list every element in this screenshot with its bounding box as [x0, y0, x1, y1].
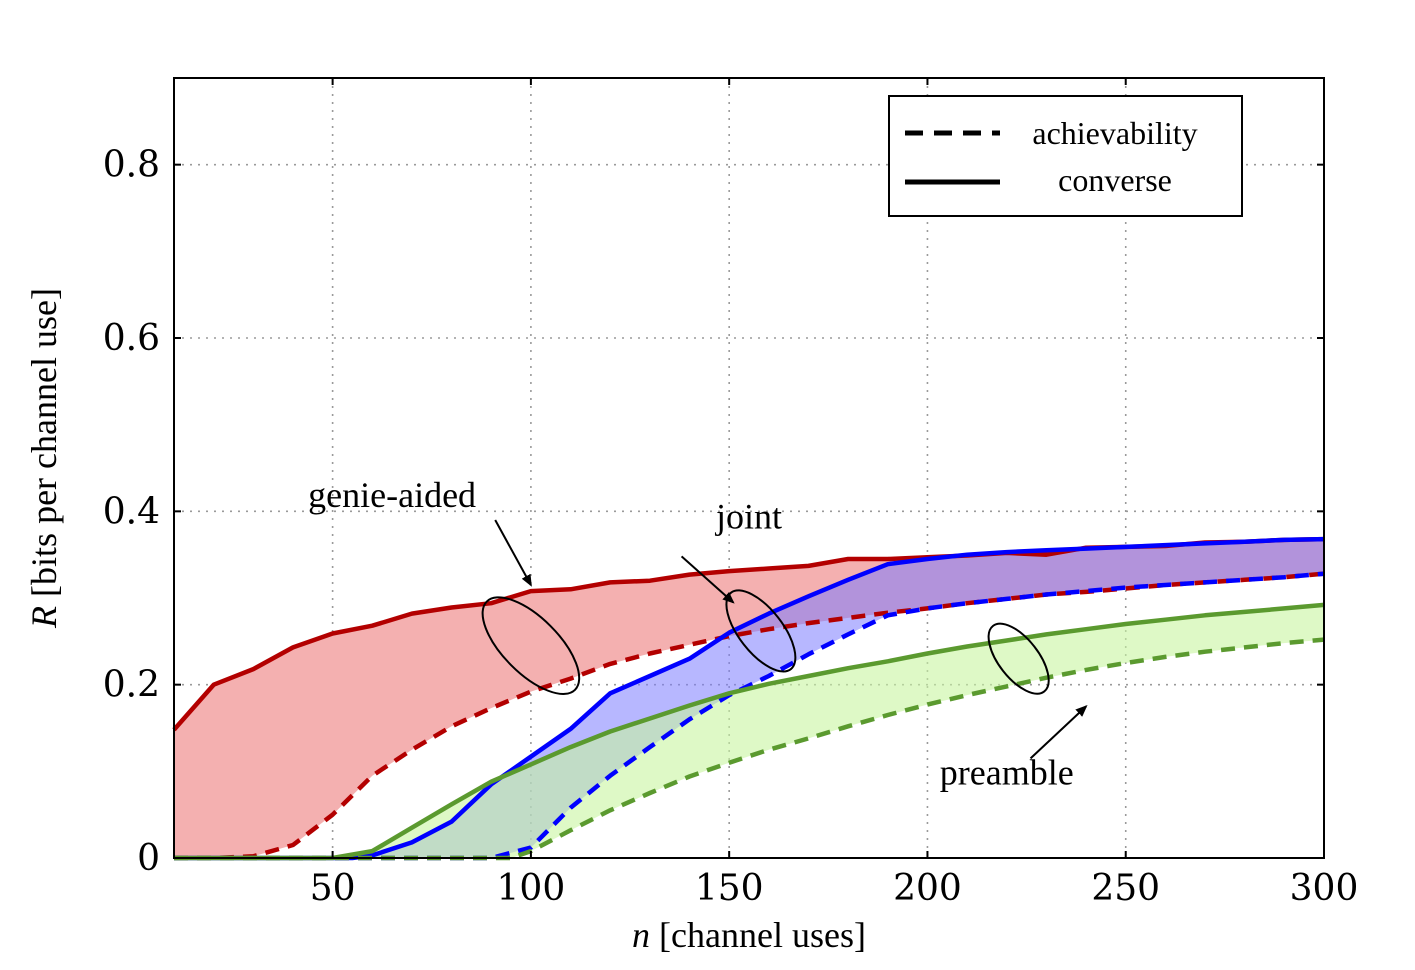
genie-aided-fill-band	[174, 539, 1324, 858]
x-tick-label: 200	[893, 868, 962, 909]
legend-box	[888, 95, 1243, 217]
annotations: genie-aided joint preamble	[308, 475, 1088, 792]
y-axis-title-symbol: R	[24, 606, 64, 629]
x-tick-label: 50	[310, 868, 356, 909]
genie-aided-label: genie-aided	[308, 475, 476, 515]
x-tick-label: 100	[497, 868, 566, 909]
genie-aided-achievability-line	[174, 571, 1325, 861]
preamble-converse-line	[174, 602, 1325, 861]
y-tick-label: 0.4	[103, 491, 160, 532]
genie-aided-arrow	[494, 519, 532, 587]
y-axis-title-text: [bits per channel use]	[24, 288, 64, 606]
y-axis-title: R [bits per channel use]	[24, 288, 64, 629]
x-tick-label: 250	[1091, 868, 1160, 909]
genie-aided-ellipse	[481, 596, 581, 695]
preamble-ellipse	[987, 622, 1050, 695]
x-tick-label: 150	[695, 868, 764, 909]
preamble-achievability-line	[174, 637, 1325, 861]
preamble-label: preamble	[940, 752, 1074, 792]
x-axis-title-text: [channel uses]	[650, 915, 866, 955]
legend-achievability-label: achievability	[1032, 115, 1197, 151]
axis-ticks: 50 100 150 200 250 300 0 0.2 0.4 0.6 0.8	[103, 78, 1359, 909]
series-fill-bands	[174, 539, 1324, 858]
legend-converse-label: converse	[1058, 162, 1172, 198]
y-tick-label: 0.2	[103, 665, 160, 706]
x-axis-title: n [channel uses]	[632, 915, 866, 955]
y-tick-label: 0.8	[103, 145, 160, 186]
preamble-fill-band	[174, 604, 1324, 858]
y-tick-label: 0.6	[103, 318, 160, 359]
x-tick-label: 300	[1290, 868, 1359, 909]
x-axis-title-symbol: n	[632, 915, 650, 955]
y-tick-label: 0	[137, 838, 160, 879]
preamble-arrow	[1029, 704, 1088, 760]
joint-label: joint	[714, 497, 782, 537]
joint-arrow	[680, 555, 735, 604]
joint-fill-band	[174, 539, 1324, 858]
legend: achievability converse	[888, 95, 1243, 217]
plot-frame	[173, 77, 1325, 859]
